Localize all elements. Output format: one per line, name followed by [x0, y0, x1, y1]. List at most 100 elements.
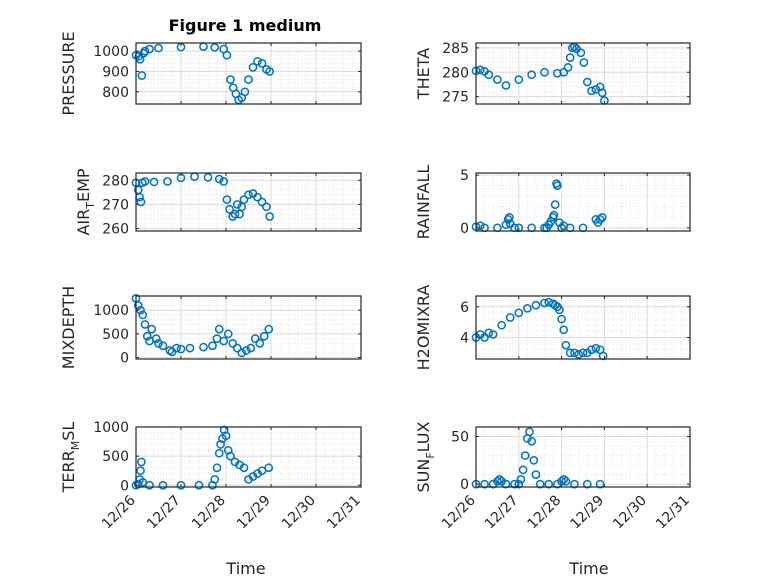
data-point [250, 334, 260, 343]
data-point [265, 67, 274, 76]
data-point [140, 46, 150, 56]
x-tick-label: 12/27 [144, 493, 184, 533]
data-point [495, 475, 504, 484]
y-tick-label: 1000 [93, 44, 129, 60]
data-point [510, 479, 519, 489]
y-tick-label: 800 [102, 85, 129, 101]
x-axis-label-left: Time [225, 559, 265, 578]
data-point [559, 67, 569, 77]
data-point [223, 329, 233, 339]
x-tick-label: 12/31 [653, 493, 693, 533]
data-point [133, 479, 143, 489]
y-tick-label: 260 [102, 222, 129, 238]
data-point [255, 339, 265, 348]
data-point [222, 195, 232, 204]
y-axis-label: RAINFALL [414, 165, 433, 240]
data-point [176, 173, 186, 183]
data-point [133, 301, 143, 310]
data-point [219, 336, 229, 346]
data-point [475, 221, 485, 231]
data-point [203, 173, 213, 182]
x-tick-label: 12/26 [439, 492, 479, 532]
data-point [253, 56, 262, 66]
data-point [230, 209, 240, 219]
data-point [265, 212, 274, 221]
data-point [216, 440, 225, 449]
axes-box [475, 42, 691, 105]
axes-box [135, 426, 362, 488]
data-point [163, 177, 172, 186]
data-point [142, 331, 152, 341]
data-point [248, 63, 258, 72]
data-point [185, 343, 195, 353]
y-tick-label: 280 [102, 173, 129, 189]
data-point [232, 343, 242, 353]
data-point [525, 427, 534, 437]
y-tick-label: 1000 [93, 420, 129, 436]
data-point [264, 463, 274, 473]
data-point [136, 197, 146, 207]
subplot-6: 4 6 H2OMIXRA [414, 285, 691, 370]
data-point [137, 71, 147, 80]
data-point [552, 181, 562, 191]
data-point [244, 75, 253, 84]
y-tick-label: 0 [120, 478, 129, 494]
data-point [549, 210, 559, 220]
data-point [544, 479, 554, 489]
data-point [597, 212, 607, 222]
data-point [214, 448, 224, 458]
data-point [557, 476, 566, 486]
data-point [212, 463, 222, 473]
data-point [264, 324, 274, 334]
subplot-2: 275 280 285 THETA [414, 41, 691, 106]
data-point [582, 77, 592, 87]
axes-box [475, 295, 691, 360]
data-point [561, 340, 571, 350]
y-tick-label: 4 [460, 330, 469, 346]
x-tick-label: 12/27 [482, 493, 522, 533]
data-point [501, 81, 511, 90]
data-point [145, 480, 154, 490]
y-tick-label: 1000 [93, 303, 129, 319]
x-tick-label: 12/30 [610, 493, 650, 533]
data-point [240, 87, 250, 97]
data-point [591, 85, 601, 94]
data-point [199, 42, 208, 52]
data-point [241, 346, 251, 355]
data-point [239, 463, 249, 473]
data-point [501, 220, 511, 230]
y-tick-label: 270 [102, 197, 129, 213]
data-point [219, 177, 229, 186]
data-point [514, 479, 524, 489]
data-point [176, 480, 186, 490]
subplot-5: 0 500 1000 MIXDEPTH [59, 286, 362, 369]
y-axis-label: TERRMSL [59, 422, 82, 494]
data-point [228, 339, 238, 348]
data-point [565, 348, 575, 358]
data-point [172, 343, 181, 353]
y-tick-label: 500 [102, 449, 129, 465]
data-point [529, 455, 539, 465]
data-point [493, 75, 502, 84]
data-point [531, 470, 541, 479]
data-point [194, 480, 204, 490]
data-point [565, 53, 575, 62]
data-point [262, 202, 271, 212]
y-tick-label: 0 [460, 221, 469, 237]
data-point [259, 331, 269, 341]
data-point [561, 476, 571, 486]
data-point [557, 314, 566, 324]
y-tick-label: 275 [442, 90, 469, 106]
y-tick-label: 5 [460, 168, 469, 184]
data-point [138, 310, 148, 320]
data-point [505, 313, 515, 322]
y-tick-label: 280 [442, 65, 469, 81]
data-point [140, 177, 150, 186]
data-point [257, 58, 267, 68]
data-point [199, 342, 208, 352]
data-point [176, 344, 186, 354]
axes-box [135, 295, 362, 360]
data-point [527, 436, 536, 446]
data-point [214, 174, 224, 184]
data-point [149, 177, 159, 187]
